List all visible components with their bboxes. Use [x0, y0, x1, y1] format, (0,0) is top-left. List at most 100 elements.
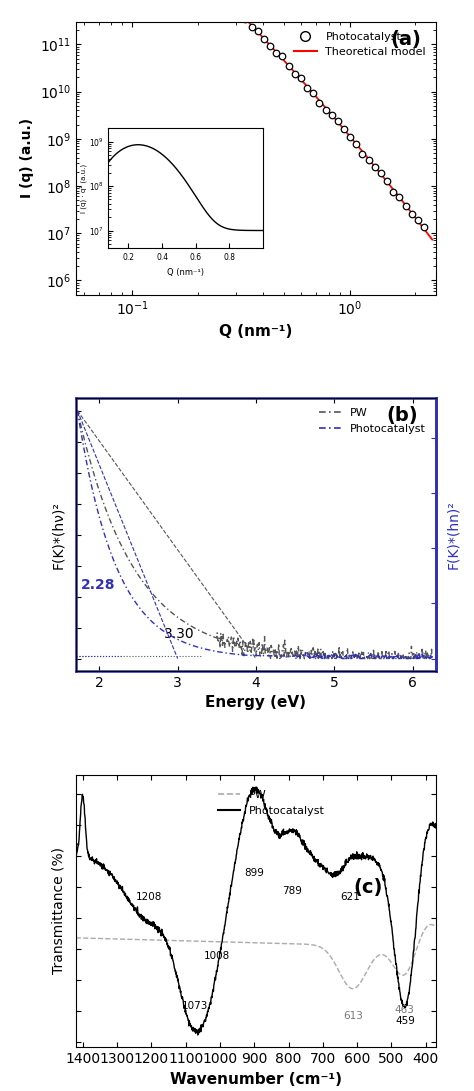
Y-axis label: F(K)*(hν)²: F(K)*(hν)² — [51, 501, 65, 568]
Text: 1008: 1008 — [204, 951, 230, 961]
Point — [229, 0, 237, 16]
Text: (a): (a) — [391, 29, 422, 49]
PW — [166, 603, 172, 616]
Photocatalyst — [194, 1026, 200, 1039]
Legend: PW, Photocatalyst: PW, Photocatalyst — [315, 404, 430, 439]
Point — [254, 23, 262, 40]
Photocatalyst — [283, 649, 289, 662]
Photocatalyst — [263, 802, 269, 815]
Photocatalyst — [235, 648, 241, 661]
Text: 621: 621 — [340, 892, 360, 902]
Line: PW: PW — [77, 410, 432, 659]
Text: 1073: 1073 — [182, 1000, 208, 1010]
Point — [377, 164, 385, 181]
Point — [420, 218, 428, 236]
Point — [353, 135, 360, 153]
PW — [312, 645, 318, 658]
PW — [194, 935, 200, 948]
Point — [310, 84, 317, 101]
Text: 3.30: 3.30 — [164, 627, 194, 642]
Photocatalyst — [253, 780, 259, 793]
Point — [316, 95, 323, 112]
X-axis label: Energy (eV): Energy (eV) — [205, 695, 307, 710]
PW — [74, 404, 80, 417]
Point — [236, 4, 243, 22]
Line: PW: PW — [76, 924, 436, 988]
Text: (c): (c) — [353, 878, 383, 897]
Point — [334, 112, 342, 130]
Point — [340, 120, 348, 137]
Text: 459: 459 — [396, 1017, 416, 1027]
Point — [402, 196, 410, 214]
Point — [414, 212, 422, 229]
PW — [229, 935, 235, 948]
X-axis label: Q (nm⁻¹): Q (nm⁻¹) — [219, 324, 292, 338]
Point — [383, 172, 391, 190]
Photocatalyst — [270, 822, 276, 835]
Point — [359, 145, 366, 163]
Text: 789: 789 — [283, 886, 302, 896]
PW — [433, 921, 439, 934]
Photocatalyst — [305, 652, 310, 666]
Text: 2.28: 2.28 — [81, 578, 115, 592]
Point — [396, 188, 403, 205]
Photocatalyst — [195, 1029, 201, 1042]
Point — [408, 205, 416, 223]
Photocatalyst — [312, 651, 318, 664]
Point — [346, 128, 354, 145]
PW — [350, 982, 356, 995]
Point — [279, 47, 286, 64]
PW — [235, 632, 241, 645]
Point — [322, 100, 329, 118]
Text: 1208: 1208 — [136, 892, 162, 902]
Point — [371, 158, 379, 176]
Point — [248, 19, 255, 36]
PW — [342, 650, 348, 663]
Point — [273, 44, 280, 61]
Point — [242, 10, 249, 27]
PW — [270, 936, 275, 949]
PW — [429, 652, 435, 666]
Point — [365, 152, 373, 169]
Text: 899: 899 — [245, 867, 264, 877]
Line: Photocatalyst: Photocatalyst — [77, 410, 432, 659]
PW — [73, 932, 79, 945]
Point — [217, 0, 225, 2]
Point — [223, 0, 231, 8]
Photocatalyst — [73, 850, 79, 863]
Point — [260, 31, 268, 48]
Photocatalyst — [433, 820, 439, 834]
Photocatalyst — [121, 885, 127, 898]
Text: (b): (b) — [386, 407, 418, 425]
Point — [266, 37, 274, 55]
Point — [390, 183, 397, 201]
Photocatalyst — [134, 906, 139, 919]
PW — [284, 647, 290, 660]
Photocatalyst — [342, 652, 348, 666]
Photocatalyst — [166, 628, 172, 642]
Text: 613: 613 — [343, 1010, 363, 1021]
Y-axis label: F(K)*(hn)²: F(K)*(hn)² — [447, 500, 461, 570]
Legend: Photocatalyst, Theoretical model: Photocatalyst, Theoretical model — [290, 27, 430, 62]
Photocatalyst — [137, 602, 143, 615]
PW — [121, 933, 127, 946]
Y-axis label: Transmittance (%): Transmittance (%) — [51, 848, 65, 974]
Point — [297, 70, 305, 87]
Line: Photocatalyst: Photocatalyst — [76, 787, 436, 1035]
Point — [291, 65, 299, 83]
Photocatalyst — [229, 873, 235, 886]
Text: 463: 463 — [394, 1005, 414, 1015]
Y-axis label: I (q) (a.u.): I (q) (a.u.) — [20, 118, 34, 199]
Point — [303, 80, 311, 97]
Point — [285, 57, 292, 74]
Photocatalyst — [429, 651, 435, 664]
PW — [428, 918, 434, 931]
PW — [134, 933, 139, 946]
PW — [262, 936, 268, 949]
PW — [137, 572, 143, 585]
X-axis label: Wavenumber (cm⁻¹): Wavenumber (cm⁻¹) — [170, 1071, 342, 1087]
Photocatalyst — [74, 404, 80, 417]
Legend: PW, Photocatalyst: PW, Photocatalyst — [214, 786, 329, 820]
Point — [328, 106, 336, 123]
PW — [283, 652, 289, 666]
